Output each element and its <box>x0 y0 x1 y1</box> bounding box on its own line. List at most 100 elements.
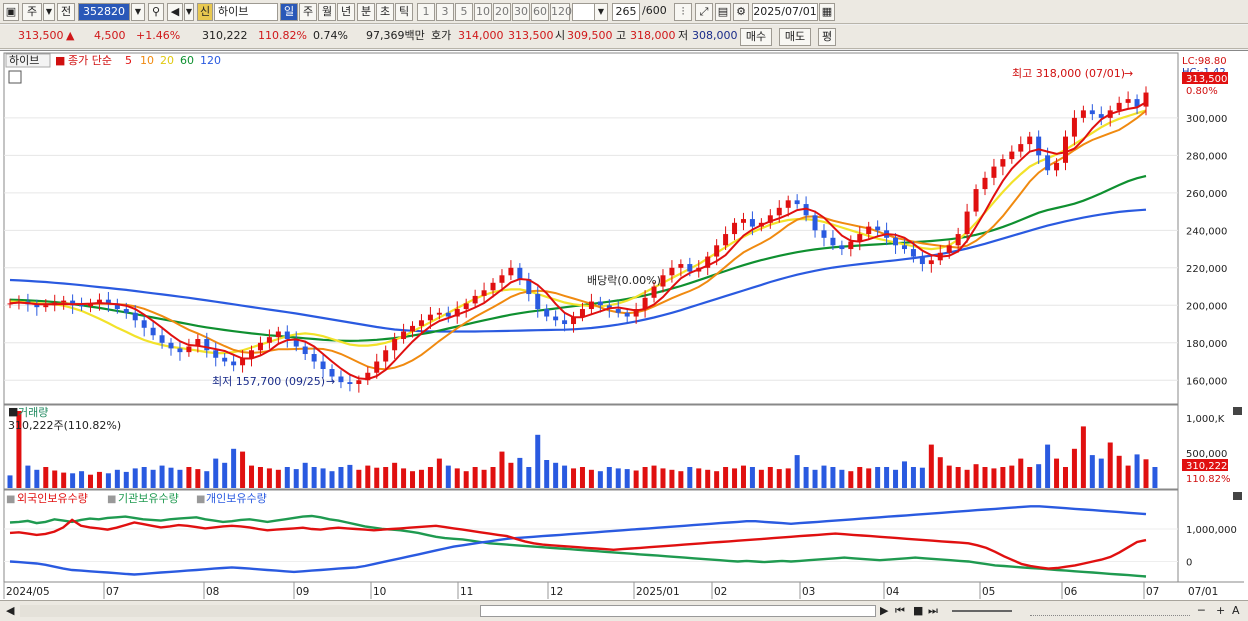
volume-bar <box>660 468 666 488</box>
min-1[interactable]: 1 <box>417 3 435 21</box>
candle-body <box>615 309 621 313</box>
candle-body <box>624 312 630 317</box>
tab-year[interactable]: 년 <box>337 3 355 21</box>
crosshair-icon[interactable]: ⤢ <box>695 3 713 21</box>
legend-foreign: 외국인보유수량 <box>17 492 88 505</box>
candle-body <box>168 342 174 349</box>
dividend-annotation: 배당락(0.00%) <box>587 274 661 287</box>
tab-week[interactable]: 주 <box>299 3 317 21</box>
font-icon[interactable]: A <box>1232 604 1240 617</box>
zoom-out-icon[interactable]: ─ <box>1198 604 1205 617</box>
candle-body <box>901 245 907 250</box>
candle-body <box>705 256 711 268</box>
new-tag: 신 <box>197 3 213 21</box>
volume-bar <box>1062 467 1068 488</box>
prev-button[interactable]: 전 <box>57 3 75 21</box>
candle-body <box>249 350 255 358</box>
chart-area[interactable]: 300,000 280,000 260,000 240,000 220,000 200,0… <box>0 50 1248 601</box>
speaker-icon[interactable]: ◀ <box>167 3 183 21</box>
min-5[interactable]: 5 <box>455 3 473 21</box>
window-icon[interactable]: ▣ <box>3 3 19 21</box>
price-tick-label: 280,000 <box>1186 151 1227 162</box>
volume-bar <box>982 467 988 488</box>
candle-body <box>266 337 272 343</box>
volume-bar <box>830 467 836 488</box>
candle-body <box>597 301 603 306</box>
chevron-down-icon[interactable]: ▼ <box>43 3 55 21</box>
holder-close-icon[interactable] <box>1233 492 1242 500</box>
volume-bar <box>910 467 916 488</box>
volume-bar <box>633 470 639 488</box>
candle-body <box>571 316 577 325</box>
candle-body <box>454 309 460 317</box>
price-tick-label: 180,000 <box>1186 339 1227 350</box>
volume-bar <box>16 411 22 488</box>
min-10[interactable]: 10 <box>474 3 492 21</box>
volume-bar <box>347 464 353 488</box>
volume-bar <box>472 467 478 488</box>
volume-bar <box>257 467 263 488</box>
candle-body <box>150 327 156 336</box>
candle-body <box>240 357 246 366</box>
min-20[interactable]: 20 <box>493 3 511 21</box>
grid-toggle-icon[interactable] <box>8 70 22 84</box>
x-tick-label: 04 <box>886 586 900 598</box>
search-icon[interactable]: ⚲ <box>148 3 164 21</box>
scroll-track[interactable] <box>20 605 876 617</box>
speaker-dropdown-icon[interactable]: ▼ <box>184 3 194 21</box>
candle-body <box>472 295 478 304</box>
min-120[interactable]: 120 <box>550 3 572 21</box>
avg-button[interactable]: 평 <box>818 28 836 46</box>
bar-count-input[interactable]: 265 <box>612 3 640 21</box>
first-icon[interactable]: ⏮ <box>895 604 905 617</box>
candle-body <box>1116 102 1122 111</box>
scroll-thumb[interactable] <box>480 605 876 617</box>
zoom-in-icon[interactable]: + <box>1216 604 1226 617</box>
volume-bar <box>123 471 129 488</box>
volume-bar <box>553 462 559 488</box>
interval-dropdown-icon[interactable]: ▼ <box>594 3 608 21</box>
stock-code-input[interactable]: 352820 <box>78 3 130 21</box>
candle-body <box>526 279 532 295</box>
gear-icon[interactable]: ⚙ <box>733 3 749 21</box>
volume-close-icon[interactable] <box>1233 407 1242 415</box>
scroll-right-icon[interactable]: ▶ <box>880 604 889 617</box>
date-input[interactable]: 2025/07/01 <box>752 3 818 21</box>
candle-body <box>132 312 138 321</box>
scroll-left-icon[interactable]: ◀ <box>6 604 15 617</box>
volume-bar <box>141 467 147 488</box>
tab-day[interactable]: 일 <box>280 3 298 21</box>
candle-body <box>311 354 317 362</box>
code-dropdown-icon[interactable]: ▼ <box>131 3 145 21</box>
volume-bar <box>893 469 899 488</box>
volume-bar <box>79 471 85 488</box>
volume-label: 거래량 <box>18 406 48 419</box>
stock-chart[interactable]: 300,000 280,000 260,000 240,000 220,000 200,0… <box>0 51 1248 602</box>
volume-bar <box>571 468 577 488</box>
zoom-slider[interactable] <box>952 610 1012 612</box>
buy-button[interactable]: 매수 <box>740 28 772 46</box>
market-select[interactable]: 주 <box>22 3 42 21</box>
tools-strip[interactable] <box>1030 606 1190 616</box>
volume-bar <box>642 467 648 488</box>
candle-body <box>723 234 729 246</box>
sell-button[interactable]: 매도 <box>779 28 811 46</box>
tab-minute[interactable]: 분 <box>357 3 375 21</box>
x-tick-label: 03 <box>802 586 815 598</box>
last-icon[interactable]: ⏭ <box>928 604 938 617</box>
calendar-icon[interactable]: ▦ <box>819 3 835 21</box>
volume-bar <box>740 465 746 488</box>
stop-icon[interactable]: ■ <box>913 604 924 617</box>
min-3[interactable]: 3 <box>436 3 454 21</box>
tab-tick[interactable]: 틱 <box>395 3 413 21</box>
volume-bar <box>150 469 156 488</box>
candle-body <box>195 339 201 347</box>
tab-second[interactable]: 초 <box>376 3 394 21</box>
candle-icon[interactable]: ⫶ <box>674 3 692 21</box>
min-60[interactable]: 60 <box>531 3 549 21</box>
candle-body <box>499 275 505 283</box>
candle-body <box>812 215 818 231</box>
save-icon[interactable]: ▤ <box>715 3 731 21</box>
tab-month[interactable]: 월 <box>318 3 336 21</box>
min-30[interactable]: 30 <box>512 3 530 21</box>
